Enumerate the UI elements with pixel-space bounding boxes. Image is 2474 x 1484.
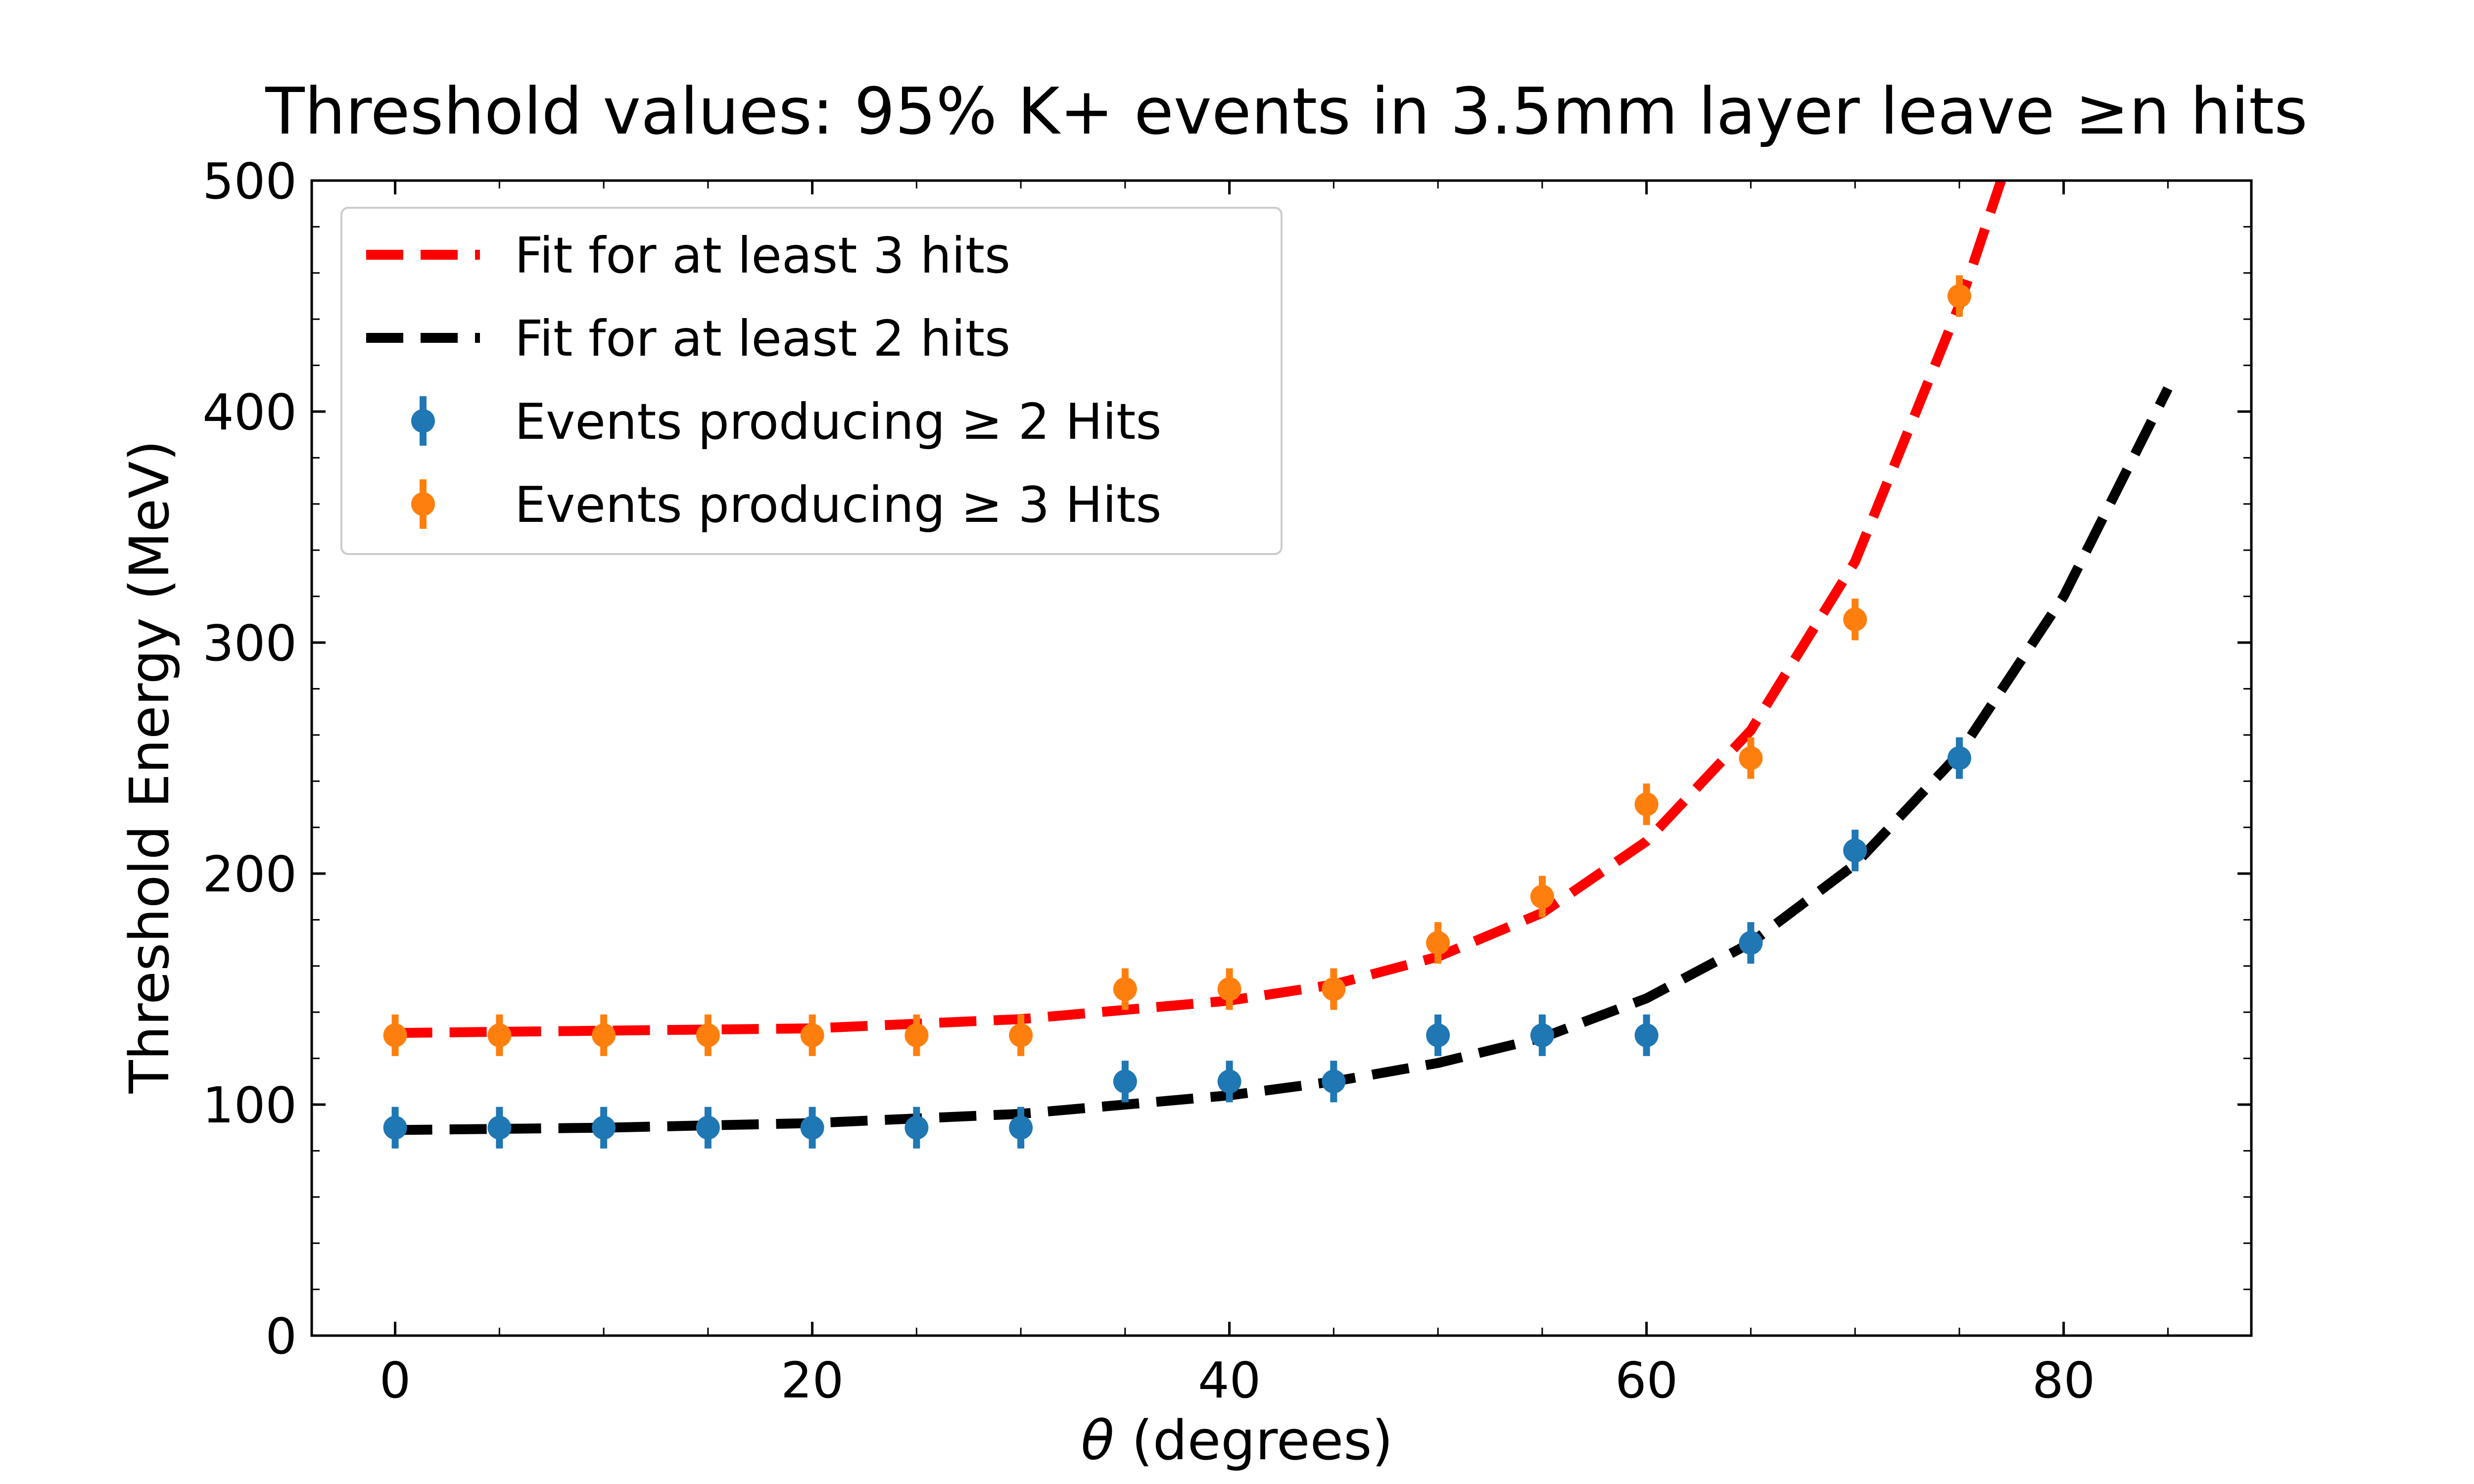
data-point <box>1217 1069 1241 1094</box>
data-point <box>1426 931 1450 955</box>
x-axis-label-symbol: θ <box>1081 1409 1114 1472</box>
y-axis-label: Threshold Energy (MeV) <box>118 440 181 1094</box>
data-point <box>1322 1069 1346 1094</box>
legend-marker-handle <box>411 409 435 433</box>
plot-frame <box>310 179 2253 1337</box>
y-tick-label: 500 <box>202 152 297 210</box>
x-axis-label-text: (degrees) <box>1114 1409 1393 1472</box>
data-point <box>1113 1069 1137 1094</box>
data-point <box>696 1115 720 1140</box>
legend-label: Fit for at least 3 hits <box>515 227 1010 284</box>
data-point <box>1739 931 1763 955</box>
data-point <box>696 1023 720 1047</box>
data-point <box>592 1115 616 1140</box>
data-point <box>487 1023 512 1047</box>
plot-area: 0 20 40 60 80 0 100 200 300 400 500 Fit for at leas… <box>202 152 2253 1409</box>
data-point <box>800 1115 824 1140</box>
data-point <box>904 1115 929 1140</box>
x-axis-label: θ (degrees) <box>1081 1409 1393 1472</box>
x-tick-label: 80 <box>2032 1351 2095 1409</box>
y-tick-label: 200 <box>202 845 297 903</box>
x-tick-label: 20 <box>781 1351 844 1409</box>
legend-label: Fit for at least 2 hits <box>515 310 1010 368</box>
x-tick-label: 40 <box>1198 1351 1261 1409</box>
data-point <box>1426 1023 1450 1047</box>
legend-label: Events producing ≥ 3 Hits <box>515 476 1161 534</box>
data-point <box>800 1023 824 1047</box>
data-point <box>1843 838 1867 863</box>
chart-title: Threshold values: 95% K+ events in 3.5mm… <box>265 74 2308 149</box>
legend-label: Events producing ≥ 2 Hits <box>515 393 1161 451</box>
y-tick-label: 400 <box>202 383 297 441</box>
data-point <box>487 1115 512 1140</box>
y-tick-label: 0 <box>265 1307 297 1365</box>
data-point <box>1009 1023 1033 1047</box>
data-point <box>904 1023 929 1047</box>
legend: Fit for at least 3 hits Fit for at least … <box>340 207 1283 555</box>
data-point <box>1113 977 1137 1001</box>
data-point <box>1843 607 1867 632</box>
legend-box <box>340 207 1283 555</box>
data-point <box>1530 1023 1554 1047</box>
data-point <box>1634 792 1659 816</box>
y-tick-label: 100 <box>202 1076 297 1134</box>
data-point <box>1009 1115 1033 1140</box>
data-point <box>383 1115 407 1140</box>
fit-line-3 <box>395 386 2173 1135</box>
data-point <box>1947 284 1971 308</box>
x-tick-label: 0 <box>380 1351 411 1409</box>
data-point <box>1739 746 1763 770</box>
data-point <box>1217 977 1241 1001</box>
x-tick-label: 60 <box>1615 1351 1678 1409</box>
data-point <box>1634 1023 1659 1047</box>
legend-marker-handle <box>411 492 435 516</box>
data-point <box>1322 977 1346 1001</box>
series-group <box>383 181 2173 1149</box>
data-point <box>383 1023 407 1047</box>
data-point <box>1530 884 1554 909</box>
data-point <box>592 1023 616 1047</box>
data-point <box>1947 746 1971 770</box>
y-tick-label: 300 <box>202 614 297 672</box>
